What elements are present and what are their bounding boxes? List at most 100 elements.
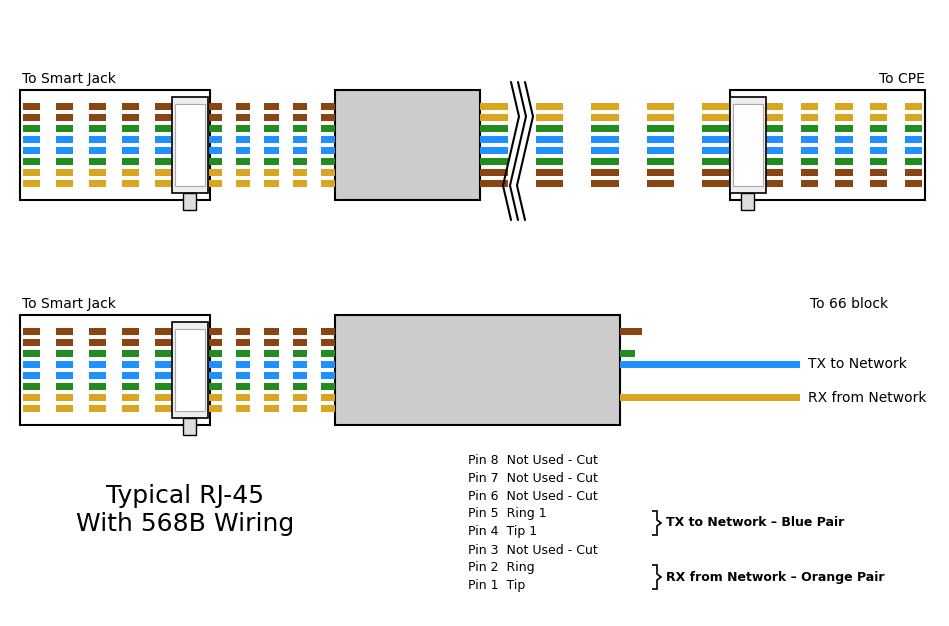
Bar <box>480 147 508 154</box>
Bar <box>89 361 105 368</box>
Bar <box>733 126 736 131</box>
Bar <box>292 169 307 176</box>
Bar <box>122 328 139 335</box>
Bar <box>702 147 730 154</box>
Bar <box>56 169 73 176</box>
Bar <box>335 315 620 425</box>
Bar <box>591 114 619 121</box>
Bar <box>480 136 508 143</box>
Bar <box>535 103 564 110</box>
Bar <box>321 339 335 346</box>
Bar <box>122 372 139 379</box>
Bar <box>175 137 178 142</box>
Bar <box>156 147 172 154</box>
Bar <box>208 103 222 110</box>
Bar <box>89 383 105 390</box>
Bar <box>870 169 887 176</box>
Bar <box>292 383 307 390</box>
Bar <box>835 114 852 121</box>
Bar <box>801 125 818 132</box>
Bar <box>172 125 208 132</box>
Bar <box>321 350 335 357</box>
Bar <box>835 125 852 132</box>
Bar <box>175 115 178 120</box>
Text: Typical RJ-45
With 568B Wiring: Typical RJ-45 With 568B Wiring <box>76 484 294 536</box>
Bar <box>156 103 172 110</box>
Bar <box>175 181 178 186</box>
Bar <box>702 103 730 110</box>
Text: Pin 4  Tip 1: Pin 4 Tip 1 <box>468 525 537 538</box>
Bar <box>208 350 222 357</box>
Bar <box>172 405 208 412</box>
Bar <box>208 114 222 121</box>
Bar <box>208 361 222 368</box>
Bar <box>56 361 73 368</box>
Bar <box>535 158 564 165</box>
Bar <box>292 103 307 110</box>
Bar <box>646 158 675 165</box>
Bar <box>172 180 208 187</box>
Bar <box>122 394 139 401</box>
Bar <box>480 180 508 187</box>
Bar <box>23 339 40 346</box>
Bar <box>122 103 139 110</box>
Bar <box>208 328 222 335</box>
Bar <box>193 384 196 389</box>
Bar <box>801 147 818 154</box>
Bar <box>156 136 172 143</box>
Bar <box>156 383 172 390</box>
Bar <box>236 158 251 165</box>
Bar <box>646 125 675 132</box>
Bar <box>172 383 208 390</box>
Bar <box>122 169 139 176</box>
Bar <box>835 169 852 176</box>
Bar <box>292 125 307 132</box>
Bar <box>870 103 887 110</box>
Bar <box>89 169 105 176</box>
Text: RX from Network: RX from Network <box>808 391 926 404</box>
Bar <box>23 169 40 176</box>
Bar <box>172 158 208 165</box>
Bar <box>766 169 783 176</box>
Bar <box>23 114 40 121</box>
Bar <box>89 103 105 110</box>
Bar <box>265 147 279 154</box>
Bar <box>870 147 887 154</box>
Bar <box>172 394 208 401</box>
Bar <box>265 158 279 165</box>
Bar <box>236 383 251 390</box>
Bar <box>620 328 642 335</box>
Bar <box>870 180 887 187</box>
Bar <box>591 169 619 176</box>
Bar <box>175 406 178 411</box>
Bar <box>591 136 619 143</box>
Bar <box>321 147 335 154</box>
Bar <box>156 114 172 121</box>
Bar <box>89 125 105 132</box>
Bar <box>122 136 139 143</box>
Bar <box>730 114 766 121</box>
Bar <box>236 136 251 143</box>
Bar <box>870 125 887 132</box>
Bar <box>870 158 887 165</box>
Text: To CPE: To CPE <box>879 72 925 86</box>
Bar <box>208 136 222 143</box>
Bar <box>801 114 818 121</box>
Bar <box>23 361 40 368</box>
Bar <box>292 350 307 357</box>
Bar <box>236 147 251 154</box>
Bar <box>156 125 172 132</box>
Bar <box>702 180 730 187</box>
Bar <box>172 114 208 121</box>
Text: TX to Network: TX to Network <box>808 357 907 371</box>
Bar <box>620 350 635 357</box>
Bar <box>321 328 335 335</box>
Bar <box>172 103 208 110</box>
Bar <box>751 126 754 131</box>
Bar <box>236 125 251 132</box>
Bar <box>156 394 172 401</box>
Bar <box>208 169 222 176</box>
Bar <box>646 114 675 121</box>
Bar <box>236 361 251 368</box>
Bar <box>904 136 922 143</box>
